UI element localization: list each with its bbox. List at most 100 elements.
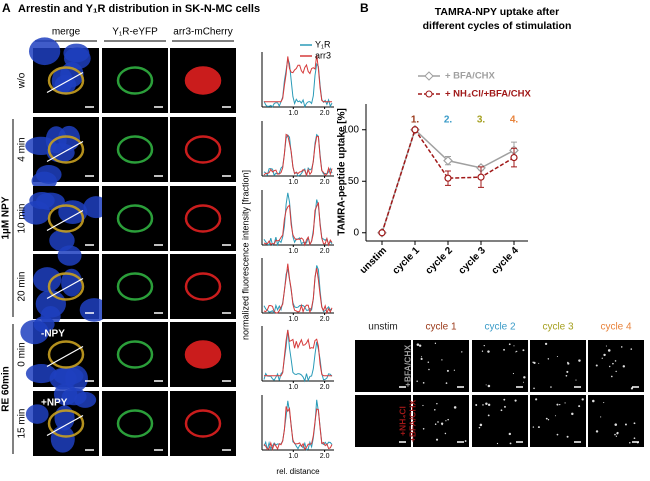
speck xyxy=(624,423,627,426)
speck xyxy=(630,348,633,350)
profile-tick-label: 2.0 xyxy=(320,248,330,255)
nucleus xyxy=(63,47,91,70)
nucleus xyxy=(33,267,62,293)
speck xyxy=(485,384,487,386)
speck xyxy=(508,343,511,346)
speck xyxy=(567,361,569,364)
profile-tick-label: 1.0 xyxy=(288,453,298,460)
micrograph xyxy=(102,254,168,319)
panel-letter: B xyxy=(360,1,369,15)
profile-tick-label: 1.0 xyxy=(288,248,298,255)
profile-line xyxy=(46,209,84,232)
speck xyxy=(592,399,595,403)
speck xyxy=(555,415,557,417)
speck xyxy=(615,435,618,437)
nucleus xyxy=(28,37,61,66)
speck xyxy=(544,342,548,346)
speck xyxy=(547,419,550,421)
speck xyxy=(616,432,619,435)
speck xyxy=(564,402,566,404)
speck xyxy=(578,359,581,362)
speck xyxy=(556,433,559,436)
legend-label: + BFA/CHX xyxy=(445,71,496,82)
cell xyxy=(116,272,154,301)
x-tick-label: cycle 3 xyxy=(457,245,489,277)
micrograph xyxy=(413,340,469,392)
speck xyxy=(441,359,443,361)
cell xyxy=(116,409,154,438)
micrograph xyxy=(170,254,236,319)
profile-curve xyxy=(263,202,333,247)
cell xyxy=(184,272,222,301)
cell xyxy=(184,204,222,233)
cell xyxy=(47,272,85,301)
y-axis-title: TAMRA-peptide uptake [%] xyxy=(337,108,348,236)
speck xyxy=(514,399,517,402)
speck xyxy=(422,428,425,430)
speck xyxy=(479,423,483,427)
speck xyxy=(575,379,577,381)
speck xyxy=(522,381,524,383)
x-tick-label: cycle 2 xyxy=(424,245,456,277)
micrograph xyxy=(588,395,644,447)
speck xyxy=(487,384,491,388)
micrograph xyxy=(170,186,236,251)
group-label: 1µM NPY xyxy=(1,196,12,239)
column-header: merge xyxy=(52,27,81,38)
speck xyxy=(601,357,603,359)
profile-line xyxy=(46,71,84,94)
cell xyxy=(116,204,154,233)
profile-tick-label: 2.0 xyxy=(320,453,330,460)
row-label: 10 min xyxy=(17,203,28,233)
speck xyxy=(550,386,552,388)
axis-title: rel. distance xyxy=(276,467,320,476)
speck xyxy=(427,361,430,363)
speck xyxy=(434,423,437,425)
micrograph xyxy=(170,391,236,456)
nucleus xyxy=(79,298,109,322)
speck xyxy=(464,440,467,442)
point xyxy=(378,229,386,237)
speck xyxy=(603,353,606,357)
speck xyxy=(610,375,613,378)
speck xyxy=(422,404,424,407)
inset-label: -NPY xyxy=(41,329,65,340)
cell xyxy=(184,409,222,438)
profile-curve xyxy=(263,406,333,451)
row-label: 15 min xyxy=(17,408,28,438)
micrograph xyxy=(530,340,586,392)
speck xyxy=(453,406,457,409)
speck xyxy=(633,437,636,440)
speck xyxy=(533,361,536,364)
profile-curve xyxy=(263,133,333,177)
speck xyxy=(633,422,636,425)
legend-label: arr3 xyxy=(315,50,331,60)
cell xyxy=(184,135,222,164)
speck xyxy=(533,387,535,390)
speck xyxy=(420,356,423,358)
legend-label: Y₁R xyxy=(315,39,331,49)
micrograph xyxy=(102,391,168,456)
speck xyxy=(436,402,438,405)
column-header: cycle 1 xyxy=(425,322,457,333)
speck xyxy=(509,442,512,445)
speck xyxy=(532,426,535,428)
nucleus xyxy=(35,192,65,211)
speck xyxy=(435,438,439,441)
speck xyxy=(475,403,478,406)
chart-title: TAMRA-NPY uptake after xyxy=(435,6,559,18)
micrograph xyxy=(170,117,236,182)
speck xyxy=(416,343,420,346)
cycle-label: 3. xyxy=(477,115,486,126)
row-label: +NH₄Cl xyxy=(397,406,407,436)
profile-tick-label: 2.0 xyxy=(320,316,330,323)
column-header: cycle 3 xyxy=(542,322,574,333)
profile-tick-label: 2.0 xyxy=(320,110,330,117)
y-tick-label: 0 xyxy=(353,227,359,238)
speck xyxy=(537,426,540,429)
speck xyxy=(512,372,515,375)
profile-line xyxy=(46,140,84,163)
speck xyxy=(566,370,569,373)
cell xyxy=(116,340,154,369)
speck xyxy=(487,350,490,353)
